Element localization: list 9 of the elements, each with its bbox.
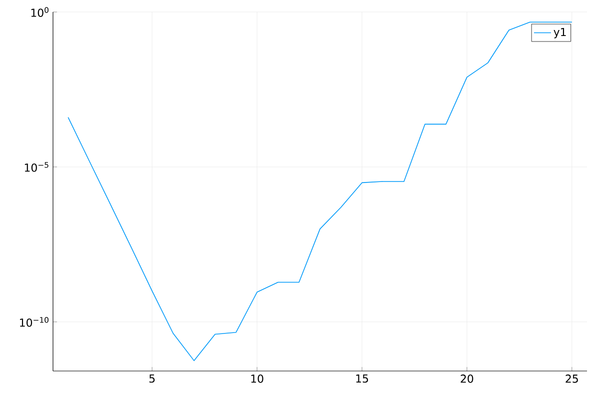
x-tick-label: 15 [356,374,368,383]
x-tick-label: 20 [460,374,474,383]
x-tick-label: 25 [566,374,578,383]
y-tick-label: 10$^{−5}$ [24,162,48,172]
x-tick-label: 10 [251,374,264,383]
y-tick-label: 10$^{0}$ [31,7,48,17]
legend-label: y1 [554,28,566,38]
y-tick-label: 10$^{−10}$ [20,316,48,327]
x-tick-label: 5 [149,374,155,383]
